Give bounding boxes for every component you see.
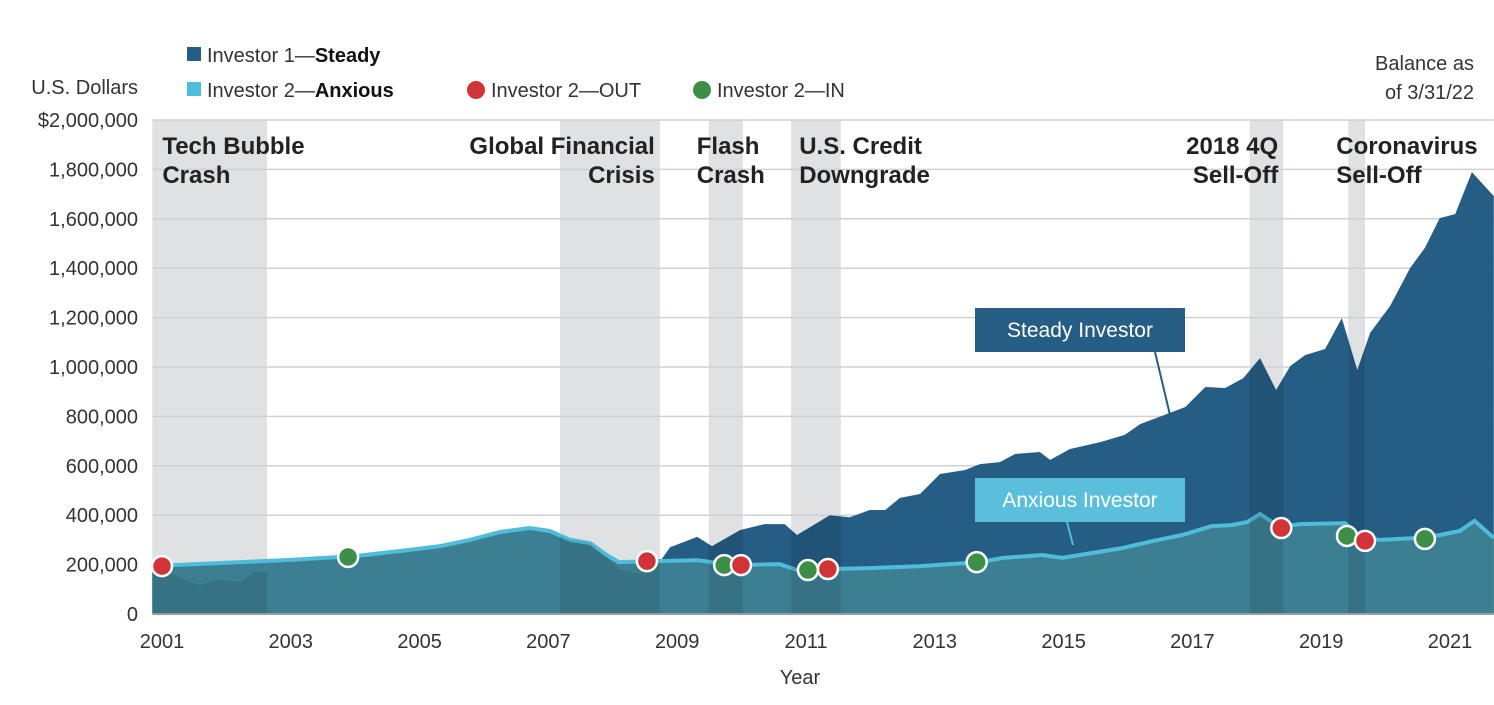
investor2-out-marker [1270,516,1293,540]
y-tick-label: $2,000,000 [38,110,138,132]
investor2-in-marker [965,550,988,574]
y-tick-label: 1,400,000 [49,258,138,280]
y-tick-label: 400,000 [66,505,138,527]
legend-label-out: Investor 2—OUT [491,80,641,102]
x-tick-label: 2007 [526,631,571,653]
legend-swatch-steady [187,47,201,61]
investor2-in-marker [796,558,820,582]
investor2-in-marker [1413,527,1437,551]
balance-note-line2: of 3/31/22 [1385,82,1474,104]
event-label: Crash [697,162,765,189]
x-tick-label: 2001 [140,631,185,653]
legend-label-anxious: Investor 2—Anxious [207,80,394,102]
investor2-out-marker [816,557,840,581]
event-label: Downgrade [799,162,930,189]
investor2-out-marker [729,553,753,577]
y-tick-label: 1,600,000 [49,209,138,231]
x-tick-label: 2017 [1170,631,1215,653]
investor2-out-marker [635,549,659,573]
steady-investor-label: Steady Investor [1007,319,1153,342]
steady-investor-callout: Steady Investor [975,308,1185,416]
legend-swatch-anxious [187,82,201,96]
event-label: Coronavirus [1336,133,1477,160]
event-label: Tech Bubble [162,133,304,160]
event-label: Flash [697,133,760,160]
investor2-out-marker [150,554,174,578]
y-tick-label: 0 [127,604,138,626]
investor2-in-marker [336,545,360,569]
legend-in-dot [693,81,711,99]
y-tick-label: 1,000,000 [49,357,138,379]
x-tick-label: 2013 [913,631,958,653]
x-tick-label: 2009 [655,631,700,653]
anxious-investor-callout: Anxious Investor [975,478,1185,546]
y-axis-label: U.S. Dollars [31,77,138,99]
legend-label-in: Investor 2—IN [717,80,845,102]
investor2-out-marker [1353,529,1377,553]
event-label: Sell-Off [1193,162,1279,189]
event-label: U.S. Credit [799,133,922,160]
x-tick-label: 2005 [397,631,442,653]
legend-label-steady: Investor 1—Steady [207,45,381,67]
event-label: Global Financial [469,133,654,160]
y-tick-label: 800,000 [66,406,138,428]
balance-note-line1: Balance as [1375,53,1474,75]
event-label: 2018 4Q [1186,133,1278,160]
anxious-investor-area [152,514,1494,614]
legend-out-dot [467,81,485,99]
y-tick-label: 1,200,000 [49,308,138,330]
anxious-investor-label: Anxious Investor [1002,489,1157,512]
anxious-investor-line [152,511,1494,573]
event-label: Crash [162,162,230,189]
y-tick-label: 600,000 [66,456,138,478]
legend: Investor 1—Steady Investor 2—Anxious Inv… [187,45,845,102]
y-tick-label: 1,800,000 [49,159,138,181]
x-tick-label: 2021 [1428,631,1473,653]
event-label: Crisis [588,162,655,189]
event-label: Sell-Off [1336,162,1422,189]
x-tick-label: 2019 [1299,631,1344,653]
x-axis-label: Year [780,667,821,689]
y-tick-label: 200,000 [66,555,138,577]
x-tick-label: 2003 [269,631,314,653]
x-tick-label: 2011 [784,631,827,653]
x-tick-label: 2015 [1041,631,1086,653]
